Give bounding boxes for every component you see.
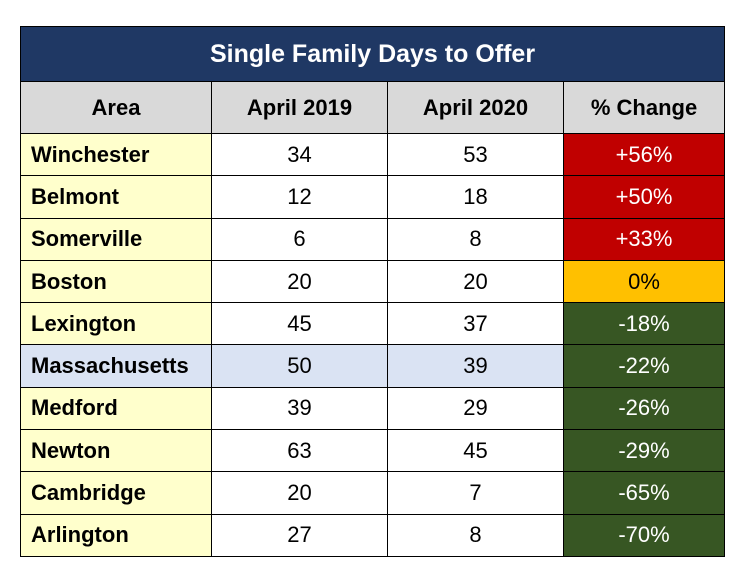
april-2020-cell: 8 bbox=[387, 217, 564, 261]
area-cell: Cambridge bbox=[20, 471, 212, 515]
april-2019-cell: 20 bbox=[211, 471, 388, 515]
table-row: Somerville 6 8 +33% bbox=[20, 217, 726, 261]
area-cell: Winchester bbox=[20, 132, 212, 177]
april-2020-cell: 8 bbox=[387, 513, 564, 557]
april-2020-cell: 45 bbox=[387, 429, 564, 473]
table-row: Medford 39 29 -26% bbox=[20, 386, 726, 431]
area-cell: Belmont bbox=[20, 175, 212, 219]
table-row: Boston 20 20 0% bbox=[20, 259, 726, 304]
april-2019-cell: 63 bbox=[211, 429, 388, 473]
percent-change-cell: +56% bbox=[562, 132, 726, 177]
column-header-april-2019: April 2019 bbox=[211, 81, 388, 134]
table-row: Belmont 12 18 +50% bbox=[20, 175, 726, 219]
area-cell: Medford bbox=[20, 386, 212, 431]
days-to-offer-table: Single Family Days to Offer Area April 2… bbox=[19, 26, 726, 557]
april-2020-cell: 39 bbox=[387, 344, 564, 388]
table-row: Winchester 34 53 +56% bbox=[20, 132, 726, 177]
percent-change-cell: -22% bbox=[562, 344, 726, 388]
april-2020-cell: 7 bbox=[387, 471, 564, 515]
april-2019-cell: 50 bbox=[211, 344, 388, 388]
april-2019-cell: 27 bbox=[211, 513, 388, 557]
percent-change-cell: -70% bbox=[562, 513, 726, 557]
percent-change-cell: 0% bbox=[562, 259, 726, 304]
column-header-percent-change: % Change bbox=[562, 81, 726, 134]
percent-change-cell: +33% bbox=[562, 217, 726, 261]
area-cell: Somerville bbox=[20, 217, 212, 261]
area-cell: Massachusetts bbox=[20, 344, 212, 388]
table-row: Arlington 27 8 -70% bbox=[20, 513, 726, 557]
april-2020-cell: 18 bbox=[387, 175, 564, 219]
april-2019-cell: 6 bbox=[211, 217, 388, 261]
april-2019-cell: 34 bbox=[211, 132, 388, 177]
table-body: Winchester 34 53 +56% Belmont 12 18 +50% Somervi… bbox=[20, 132, 726, 557]
april-2019-cell: 39 bbox=[211, 386, 388, 431]
area-cell: Arlington bbox=[20, 513, 212, 557]
column-header-april-2020: April 2020 bbox=[387, 81, 564, 134]
table-title: Single Family Days to Offer bbox=[19, 26, 726, 82]
table-row: Cambridge 20 7 -65% bbox=[20, 471, 726, 515]
april-2019-cell: 12 bbox=[211, 175, 388, 219]
column-header-area: Area bbox=[20, 81, 212, 134]
april-2020-cell: 37 bbox=[387, 302, 564, 346]
table-row: Lexington 45 37 -18% bbox=[20, 302, 726, 346]
percent-change-cell: -29% bbox=[562, 429, 726, 473]
percent-change-cell: -65% bbox=[562, 471, 726, 515]
april-2019-cell: 45 bbox=[211, 302, 388, 346]
april-2020-cell: 53 bbox=[387, 132, 564, 177]
table-row: Newton 63 45 -29% bbox=[20, 429, 726, 473]
april-2020-cell: 20 bbox=[387, 259, 564, 304]
table-row: Massachusetts 50 39 -22% bbox=[20, 344, 726, 388]
percent-change-cell: -18% bbox=[562, 302, 726, 346]
percent-change-cell: -26% bbox=[562, 386, 726, 431]
area-cell: Lexington bbox=[20, 302, 212, 346]
area-cell: Newton bbox=[20, 429, 212, 473]
area-cell: Boston bbox=[20, 259, 212, 304]
april-2019-cell: 20 bbox=[211, 259, 388, 304]
april-2020-cell: 29 bbox=[387, 386, 564, 431]
percent-change-cell: +50% bbox=[562, 175, 726, 219]
